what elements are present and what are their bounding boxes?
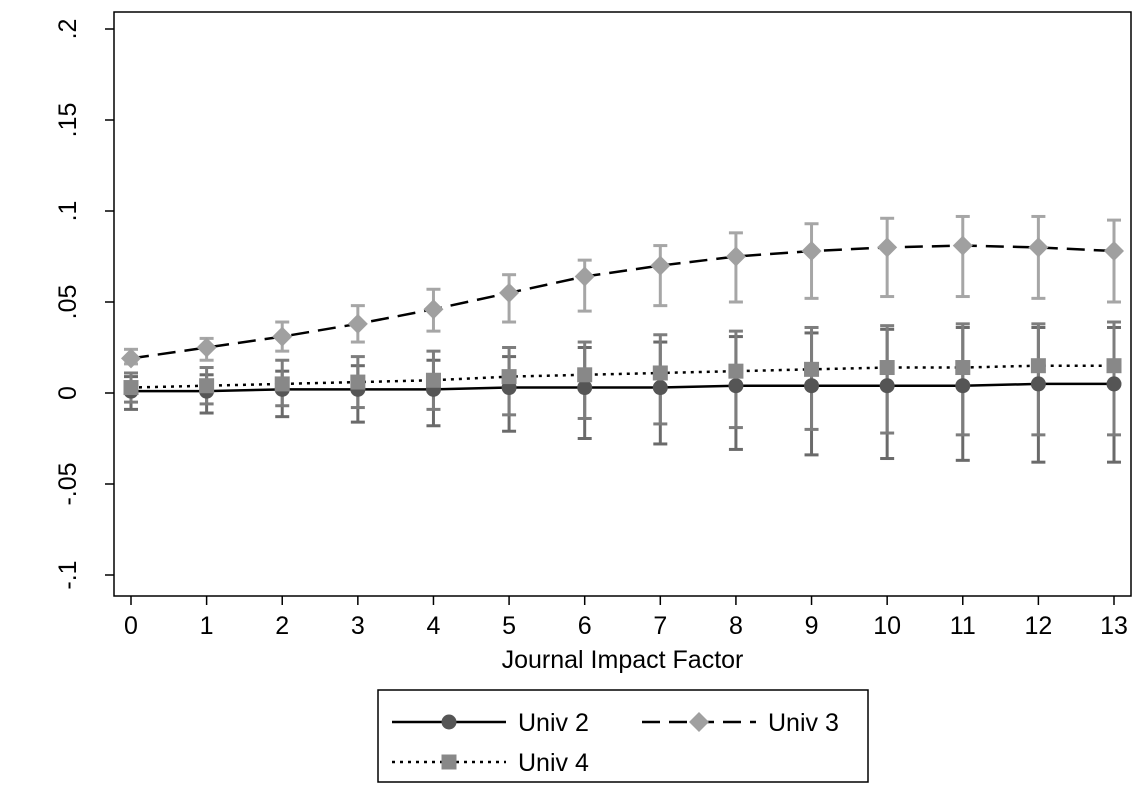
plot-area: [113, 11, 1132, 597]
x-tick-label: 6: [578, 612, 592, 640]
univ-3-point: [121, 348, 141, 369]
y-tick-label: .15: [54, 103, 82, 138]
univ-4-point: [199, 378, 215, 394]
univ-3-point: [1104, 241, 1124, 262]
univ-2-point: [577, 380, 593, 396]
univ-2-point: [955, 378, 971, 394]
univ-4-point: [1030, 358, 1046, 374]
univ-4-point: [1106, 358, 1122, 374]
univ-3-point: [801, 241, 822, 262]
univ-2-point: [1106, 376, 1122, 392]
univ-3-line: [130, 244, 1115, 360]
univ-3-point: [725, 246, 746, 267]
legend: Univ 2 Univ 3 Univ 4: [377, 689, 869, 783]
univ-3-point: [952, 235, 973, 256]
series-lines: [130, 244, 1115, 393]
univ-2-line: [131, 382, 1114, 393]
univ-3-point: [423, 299, 444, 320]
univ-3-point: [574, 266, 595, 287]
x-tick-label: 0: [124, 612, 138, 640]
univ-4-point: [804, 361, 820, 377]
univ-4-point: [652, 365, 668, 381]
plot-frame: [113, 11, 1132, 597]
y-tick-label: .05: [54, 285, 82, 320]
univ-2-point: [1030, 376, 1046, 392]
univ-2-point: [879, 378, 895, 394]
univ-2-point: [804, 378, 820, 394]
x-axis-title: Journal Impact Factor: [502, 646, 744, 674]
legend-box: [377, 689, 869, 783]
y-tick-label: .2: [54, 19, 82, 40]
x-tick-label: 2: [275, 612, 289, 640]
x-tick-label: 7: [653, 612, 667, 640]
univ-3-point: [347, 313, 368, 334]
x-tick-label: 13: [1100, 612, 1128, 640]
univ-3-point: [877, 237, 898, 258]
x-tick-label: 11: [950, 612, 976, 640]
univ-2-legend-marker: [441, 714, 457, 730]
x-tick-label: 10: [873, 612, 901, 640]
x-tick-label: 8: [729, 612, 743, 640]
univ-3-legend-label: Univ 3: [768, 709, 839, 737]
axes: 0 1 2 3 4 5 6 7 8 9 10 11 12 13-.1-.050.05.1.15.2: [54, 19, 1128, 640]
x-tick-label: 4: [427, 612, 441, 640]
univ-4-point: [350, 374, 366, 390]
univ-4-point: [955, 360, 971, 376]
y-tick-label: 0: [54, 386, 82, 400]
x-tick-label: 1: [200, 612, 214, 640]
univ-4-point: [123, 380, 139, 396]
y-tick-label: .1: [54, 201, 82, 222]
univ-4-point: [501, 369, 517, 385]
y-tick-label: -.1: [54, 560, 82, 589]
univ-2-point: [728, 378, 744, 394]
univ-3-legend-marker: [689, 712, 709, 732]
univ-3-point: [650, 255, 671, 276]
x-tick-label: 3: [351, 612, 365, 640]
univ-4-point: [274, 376, 290, 392]
x-tick-label: 12: [1024, 612, 1052, 640]
univ-3-point: [272, 326, 293, 347]
univ-3-point: [1028, 237, 1049, 258]
x-tick-label: 5: [502, 612, 516, 640]
univ-4-point: [879, 360, 895, 376]
univ-4-point: [425, 372, 441, 388]
univ-4-point: [577, 367, 593, 383]
univ-2-point: [652, 380, 668, 396]
univ-4-point: [728, 363, 744, 379]
series-markers: [121, 235, 1124, 399]
univ-4-legend-label: Univ 4: [518, 749, 589, 777]
x-tick-label: 9: [805, 612, 819, 640]
univ-2-legend-label: Univ 2: [518, 709, 589, 737]
univ-3-point: [499, 282, 520, 303]
univ-3-point: [196, 337, 217, 358]
univ-4-legend-marker: [441, 754, 457, 770]
y-tick-label: -.05: [54, 462, 82, 505]
